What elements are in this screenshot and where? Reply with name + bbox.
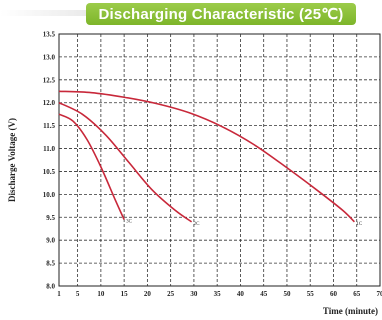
y-tick-label: 11.0 xyxy=(43,145,55,153)
x-tick-label: 5 xyxy=(76,290,80,298)
y-axis-label: Discharge Voltage (V) xyxy=(7,118,17,202)
y-tick-label: 9.0 xyxy=(46,237,55,245)
curves: 3C 2C 1C xyxy=(58,90,363,227)
y-tick-label: 13.0 xyxy=(43,53,56,61)
series-line-3c xyxy=(58,113,125,220)
x-tick-label: 40 xyxy=(237,290,245,298)
x-axis-label: Time (minute) xyxy=(323,306,378,316)
y-tick-label: 10.0 xyxy=(43,191,56,199)
series-label-2c: 2C xyxy=(194,222,201,227)
x-tick-label: 65 xyxy=(353,290,361,298)
series-label-3c: 3C xyxy=(126,220,133,225)
series-line-2c xyxy=(58,102,193,223)
ticks: 1 5 10 15 20 25 30 35 40 45 50 55 60 65 708.08.59.09.5… xyxy=(43,31,382,299)
grid xyxy=(59,34,380,286)
y-tick-label: 9.5 xyxy=(46,214,55,222)
y-tick-label: 12.5 xyxy=(43,76,56,84)
x-tick-label: 45 xyxy=(260,290,268,298)
x-tick-label: 10 xyxy=(97,290,105,298)
y-tick-label: 8.5 xyxy=(46,260,55,268)
series-label-1c: 1C xyxy=(356,222,363,227)
x-tick-label: 1 xyxy=(57,290,61,298)
plot-area xyxy=(58,33,381,287)
x-tick-label: 25 xyxy=(167,290,175,298)
x-tick-label: 30 xyxy=(190,290,198,298)
x-tick-label: 20 xyxy=(144,290,152,298)
y-tick-label: 10.5 xyxy=(43,168,56,176)
x-tick-label: 70 xyxy=(377,290,382,298)
title-decoration xyxy=(0,10,92,16)
x-tick-label: 35 xyxy=(214,290,222,298)
y-tick-label: 13.5 xyxy=(43,31,56,39)
y-tick-label: 12.0 xyxy=(43,99,56,107)
x-tick-label: 50 xyxy=(283,290,291,298)
x-tick-label: 55 xyxy=(307,290,315,298)
x-tick-label: 15 xyxy=(121,290,129,298)
chart-title: Discharging Characteristic (25℃) xyxy=(86,3,356,25)
series-line-1c xyxy=(58,90,355,223)
y-tick-label: 11.5 xyxy=(43,122,55,130)
y-tick-label: 8.0 xyxy=(46,283,55,291)
x-tick-label: 60 xyxy=(330,290,338,298)
